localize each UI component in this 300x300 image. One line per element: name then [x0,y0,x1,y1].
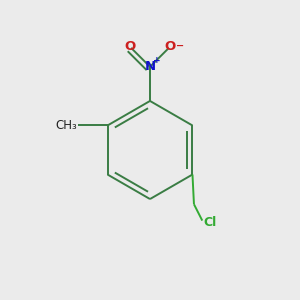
Text: O: O [164,40,176,53]
Text: Cl: Cl [203,217,216,230]
Text: CH₃: CH₃ [56,119,77,132]
Text: O: O [124,40,135,53]
Text: +: + [153,56,160,65]
Text: N: N [144,60,156,73]
Text: −: − [176,40,184,50]
